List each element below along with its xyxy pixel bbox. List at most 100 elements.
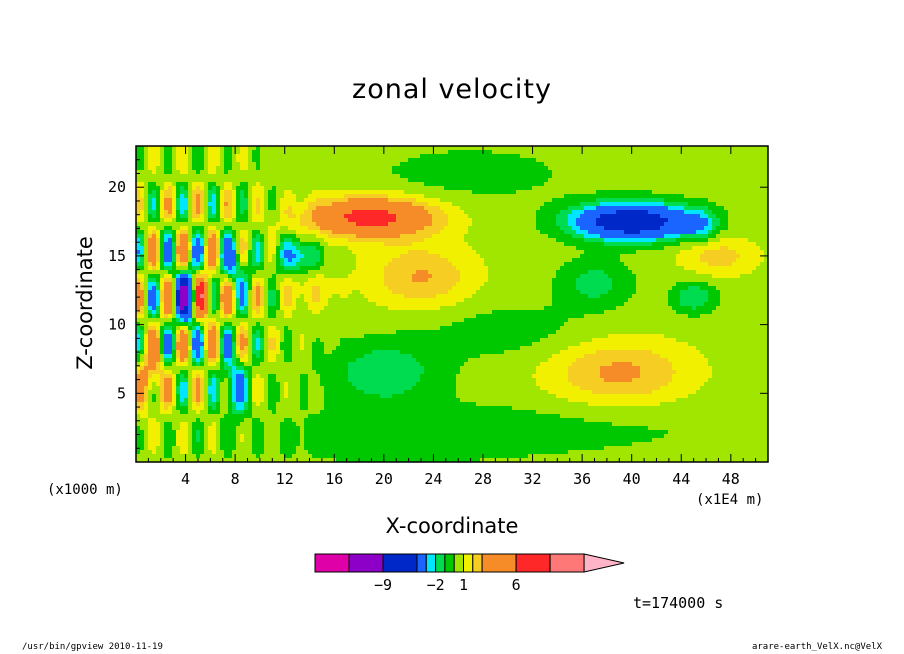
contour-cell: [152, 234, 157, 239]
contour-cell: [512, 178, 517, 183]
contour-cell: [372, 210, 377, 215]
contour-cell: [620, 190, 625, 195]
contour-cell: [368, 238, 373, 243]
contour-cell: [640, 218, 645, 223]
contour-cell: [636, 218, 641, 223]
contour-cell: [412, 258, 417, 263]
contour-cell: [740, 206, 745, 211]
contour-cell: [636, 226, 641, 231]
contour-cell: [360, 218, 365, 223]
contour-cell: [272, 158, 277, 163]
contour-cell: [580, 166, 585, 171]
contour-cell: [136, 182, 141, 187]
contour-cell: [144, 178, 149, 183]
contour-cell: [492, 150, 497, 155]
contour-cell: [732, 186, 737, 191]
contour-cell: [604, 262, 609, 267]
contour-cell: [448, 210, 453, 215]
contour-cell: [244, 194, 249, 199]
contour-cell: [292, 258, 297, 263]
contour-cell: [380, 266, 385, 271]
contour-cell: [136, 206, 141, 211]
contour-cell: [224, 262, 229, 267]
contour-cell: [624, 242, 629, 247]
contour-cell: [292, 266, 297, 271]
contour-cell: [332, 270, 337, 275]
contour-cell: [748, 222, 753, 227]
contour-cell: [320, 238, 325, 243]
contour-cell: [728, 222, 733, 227]
contour-cell: [252, 198, 257, 203]
contour-cell: [316, 250, 321, 255]
contour-cell: [660, 210, 665, 215]
contour-cell: [512, 254, 517, 259]
contour-cell: [716, 190, 721, 195]
contour-cell: [564, 234, 569, 239]
contour-cell: [340, 158, 345, 163]
contour-cell: [360, 246, 365, 251]
contour-cell: [484, 238, 489, 243]
contour-cell: [216, 150, 221, 155]
contour-cell: [200, 270, 205, 275]
contour-cell: [168, 230, 173, 235]
contour-cell: [516, 174, 521, 179]
contour-cell: [216, 170, 221, 175]
contour-cell: [320, 166, 325, 171]
contour-cell: [476, 254, 481, 259]
contour-cell: [604, 250, 609, 255]
contour-cell: [284, 198, 289, 203]
contour-cell: [596, 222, 601, 227]
contour-cell: [644, 206, 649, 211]
contour-cell: [320, 154, 325, 159]
contour-cell: [484, 170, 489, 175]
contour-cell: [488, 154, 493, 159]
contour-cell: [580, 234, 585, 239]
contour-cell: [700, 234, 705, 239]
contour-cell: [216, 206, 221, 211]
contour-cell: [248, 202, 253, 207]
contour-cell: [620, 218, 625, 223]
contour-cell: [220, 226, 225, 231]
contour-cell: [516, 258, 521, 263]
contour-cell: [668, 214, 673, 219]
contour-cell: [332, 162, 337, 167]
contour-cell: [548, 170, 553, 175]
contour-cell: [140, 190, 145, 195]
contour-cell: [412, 262, 417, 267]
contour-cell: [336, 190, 341, 195]
contour-cell: [592, 202, 597, 207]
contour-cell: [376, 238, 381, 243]
contour-cell: [720, 210, 725, 215]
contour-cell: [480, 150, 485, 155]
contour-cell: [316, 266, 321, 271]
contour-cell: [276, 198, 281, 203]
contour-cell: [516, 150, 521, 155]
contour-cell: [520, 186, 525, 191]
contour-cell: [688, 218, 693, 223]
contour-cell: [180, 194, 185, 199]
contour-cell: [356, 250, 361, 255]
contour-cell: [196, 262, 201, 267]
contour-cell: [572, 170, 577, 175]
contour-cell: [308, 162, 313, 167]
contour-cell: [256, 202, 261, 207]
contour-cell: [464, 226, 469, 231]
contour-cell: [336, 234, 341, 239]
contour-cell: [264, 218, 269, 223]
contour-cell: [612, 162, 617, 167]
contour-cell: [432, 162, 437, 167]
contour-cell: [136, 266, 141, 271]
contour-cell: [424, 222, 429, 227]
contour-cell: [352, 198, 357, 203]
contour-cell: [392, 206, 397, 211]
contour-cell: [184, 234, 189, 239]
contour-cell: [252, 266, 257, 271]
contour-cell: [308, 254, 313, 259]
contour-cell: [484, 146, 489, 151]
contour-cell: [404, 202, 409, 207]
contour-cell: [264, 166, 269, 171]
contour-cell: [600, 150, 605, 155]
contour-cell: [232, 202, 237, 207]
contour-cell: [280, 214, 285, 219]
contour-cell: [304, 246, 309, 251]
